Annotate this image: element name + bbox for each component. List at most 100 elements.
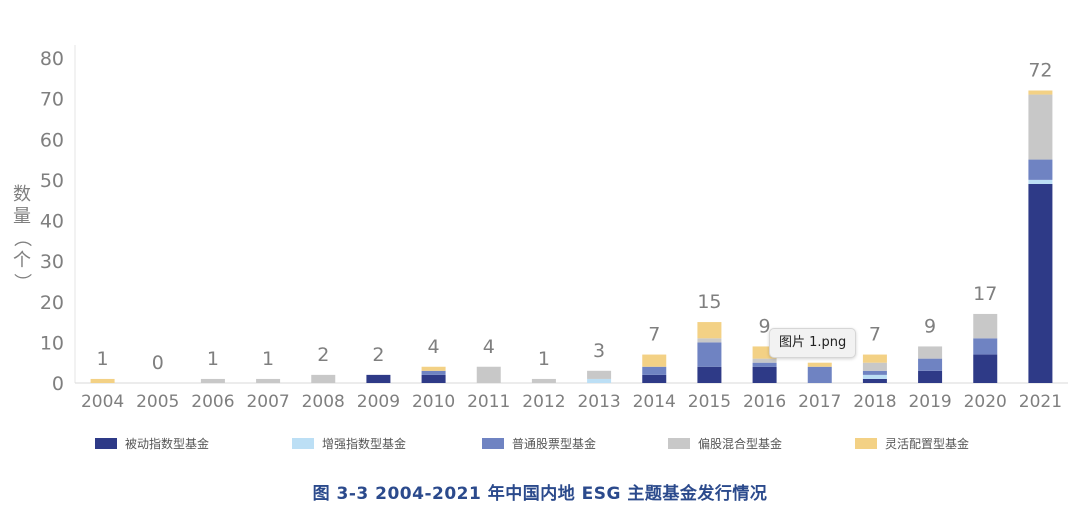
legend-label: 被动指数型基金 — [125, 436, 209, 451]
x-tick-label: 2018 — [853, 392, 896, 412]
bar-segment-2021-1 — [1028, 179, 1053, 184]
bar-segment-2018-4 — [862, 354, 887, 363]
y-tick-label: 60 — [40, 129, 64, 151]
x-tick-label: 2008 — [302, 392, 345, 412]
total-label: 7 — [648, 324, 660, 346]
bar-segment-2020-2 — [973, 338, 998, 355]
x-tick-label: 2021 — [1019, 392, 1062, 412]
image-filename-tooltip: 图片 1.png — [769, 328, 857, 358]
legend-swatch — [292, 438, 314, 449]
bar-segment-2018-3 — [862, 362, 887, 371]
bar-segment-2017-2 — [807, 366, 832, 383]
y-tick-label: 50 — [40, 170, 64, 192]
bar-segment-2016-2 — [752, 362, 777, 367]
bar-segment-2015-0 — [697, 366, 722, 383]
bar-segment-2019-3 — [918, 346, 943, 359]
x-tick-label: 2012 — [522, 392, 565, 412]
bar-segment-2021-3 — [1028, 94, 1053, 160]
total-labels: 1 0 1 1 2 2 4 4 1 3 7 15 9 7 9 17 72 — [97, 60, 1053, 375]
bar-segment-2021-2 — [1028, 159, 1053, 180]
legend-label: 偏股混合型基金 — [698, 436, 782, 451]
x-tick-label: 2004 — [81, 392, 124, 412]
bars-group — [90, 90, 1053, 383]
bar-segment-2007-3 — [256, 378, 281, 383]
legend-swatch — [95, 438, 117, 449]
legend-label: 增强指数型基金 — [322, 436, 406, 451]
bar-segment-2010-4 — [421, 366, 446, 371]
total-label: 1 — [207, 348, 219, 370]
y-tick-label: 10 — [40, 332, 64, 354]
total-label: 2 — [372, 344, 384, 366]
y-tick-label: 30 — [40, 251, 64, 273]
bar-segment-2009-0 — [366, 374, 391, 383]
y-axis-title-char: ） — [11, 273, 32, 291]
bar-segment-2013-1 — [587, 378, 612, 383]
x-tick-label: 2007 — [246, 392, 289, 412]
total-label: 17 — [973, 283, 997, 305]
bar-segment-2018-2 — [862, 370, 887, 375]
bar-segment-2015-4 — [697, 322, 722, 339]
total-label: 9 — [759, 315, 771, 337]
bar-segment-2020-3 — [973, 313, 998, 339]
y-axis-title-char: 个 — [13, 250, 31, 271]
bar-segment-2019-0 — [918, 370, 943, 383]
x-tick-label: 2011 — [467, 392, 510, 412]
x-tick-label: 2014 — [633, 392, 676, 412]
legend-swatch — [668, 438, 690, 449]
x-tick-label: 2006 — [191, 392, 234, 412]
total-label: 1 — [262, 348, 274, 370]
y-axis-title-char: 量 — [13, 206, 31, 227]
bar-segment-2015-3 — [697, 338, 722, 343]
x-tick-label: 2010 — [412, 392, 455, 412]
bar-segment-2021-4 — [1028, 90, 1053, 95]
total-label: 4 — [428, 336, 440, 358]
total-label: 72 — [1028, 60, 1052, 82]
bar-segment-2014-4 — [642, 354, 667, 367]
y-tick-label: 70 — [40, 89, 64, 111]
bar-segment-2006-3 — [200, 378, 225, 383]
bar-segment-2004-4 — [90, 378, 115, 383]
legend-label: 普通股票型基金 — [512, 436, 596, 451]
x-axis-tick-labels: 2004 2005 2006 2007 2008 2009 2010 2011 2012 2013… — [81, 392, 1062, 412]
bar-segment-2019-2 — [918, 358, 943, 371]
y-tick-label: 40 — [40, 211, 64, 233]
total-label: 9 — [924, 315, 936, 337]
bar-segment-2018-0 — [862, 378, 887, 383]
total-label: 4 — [483, 336, 495, 358]
bar-segment-2015-2 — [697, 342, 722, 367]
bar-segment-2014-0 — [642, 374, 667, 383]
x-tick-label: 2015 — [688, 392, 731, 412]
bar-segment-2017-4 — [807, 362, 832, 367]
bar-segment-2010-0 — [421, 374, 446, 383]
legend-swatch — [855, 438, 877, 449]
total-label: 1 — [97, 348, 109, 370]
bar-segment-2021-0 — [1028, 183, 1053, 383]
total-label: 0 — [152, 352, 164, 374]
x-tick-label: 2013 — [577, 392, 620, 412]
total-label: 1 — [538, 348, 550, 370]
bar-segment-2016-0 — [752, 366, 777, 383]
legend-label: 灵活配置型基金 — [885, 436, 969, 451]
total-label: 15 — [697, 291, 721, 313]
bar-segment-2010-2 — [421, 370, 446, 375]
y-tick-label: 0 — [52, 373, 64, 395]
y-axis-title-char: 数 — [13, 184, 31, 205]
total-label: 2 — [317, 344, 329, 366]
x-tick-label: 2019 — [908, 392, 951, 412]
bar-segment-2018-1 — [862, 374, 887, 379]
x-tick-label: 2016 — [743, 392, 786, 412]
figure-caption: 图 3-3 2004-2021 年中国内地 ESG 主题基金发行情况 — [312, 484, 768, 504]
total-label: 3 — [593, 340, 605, 362]
legend: 被动指数型基金 增强指数型基金 普通股票型基金 偏股混合型基金 灵活配置型基金 — [95, 436, 969, 451]
x-tick-label: 2009 — [357, 392, 400, 412]
y-axis-title-char: （ — [11, 229, 32, 247]
y-tick-label: 80 — [40, 48, 64, 70]
y-tick-label: 20 — [40, 292, 64, 314]
total-label: 7 — [869, 324, 881, 346]
bar-segment-2013-3 — [587, 370, 612, 379]
bar-segment-2014-2 — [642, 366, 667, 375]
bar-segment-2011-3 — [476, 366, 501, 383]
bar-segment-2020-0 — [973, 354, 998, 383]
x-tick-label: 2020 — [964, 392, 1007, 412]
bar-segment-2016-3 — [752, 358, 777, 363]
